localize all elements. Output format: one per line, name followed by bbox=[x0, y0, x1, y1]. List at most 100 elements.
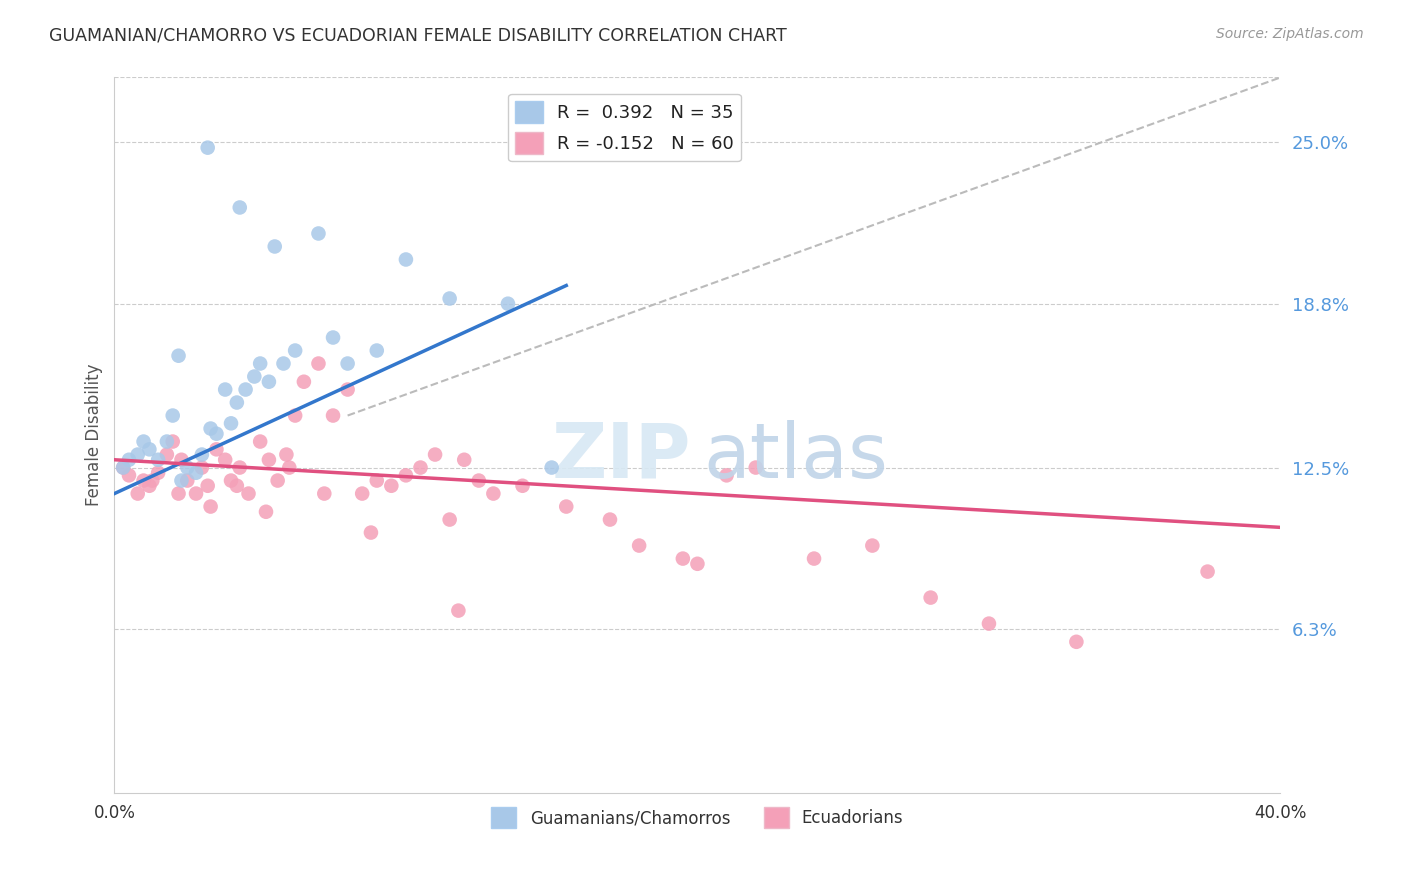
Point bbox=[118, 452, 141, 467]
Point bbox=[156, 434, 179, 449]
Point bbox=[1197, 565, 1219, 579]
Point bbox=[118, 468, 141, 483]
Point bbox=[112, 460, 135, 475]
Point bbox=[219, 474, 242, 488]
Point bbox=[197, 141, 219, 155]
Point bbox=[197, 479, 219, 493]
Point bbox=[686, 557, 709, 571]
Point bbox=[314, 486, 336, 500]
Point bbox=[156, 448, 179, 462]
Point bbox=[360, 525, 382, 540]
Point bbox=[409, 460, 432, 475]
Point bbox=[482, 486, 505, 500]
Point bbox=[439, 292, 461, 306]
Point bbox=[141, 474, 163, 488]
Point bbox=[138, 479, 160, 493]
Point bbox=[336, 357, 359, 371]
Point bbox=[628, 539, 651, 553]
Point bbox=[132, 434, 155, 449]
Point bbox=[860, 539, 883, 553]
Point bbox=[284, 343, 307, 358]
Point bbox=[200, 500, 222, 514]
Point bbox=[322, 330, 344, 344]
Point bbox=[170, 452, 193, 467]
Point bbox=[1066, 635, 1088, 649]
Point bbox=[146, 466, 169, 480]
Point bbox=[184, 466, 207, 480]
Point bbox=[292, 375, 315, 389]
Point bbox=[395, 468, 418, 483]
Point bbox=[439, 512, 461, 526]
Point bbox=[225, 395, 247, 409]
Point bbox=[249, 357, 271, 371]
Point bbox=[977, 616, 1000, 631]
Point bbox=[468, 474, 491, 488]
Point bbox=[214, 452, 236, 467]
Point bbox=[225, 479, 247, 493]
Point bbox=[278, 460, 301, 475]
Point bbox=[395, 252, 418, 267]
Point bbox=[229, 460, 252, 475]
Point bbox=[162, 434, 184, 449]
Point bbox=[200, 421, 222, 435]
Point bbox=[266, 474, 288, 488]
Point bbox=[249, 434, 271, 449]
Point bbox=[112, 460, 135, 475]
Point bbox=[176, 474, 198, 488]
Point bbox=[745, 460, 768, 475]
Point bbox=[170, 474, 193, 488]
Point bbox=[716, 468, 738, 483]
Point bbox=[191, 448, 214, 462]
Point bbox=[496, 296, 519, 310]
Point bbox=[512, 479, 534, 493]
Point bbox=[146, 452, 169, 467]
Point bbox=[127, 448, 149, 462]
Point bbox=[322, 409, 344, 423]
Point bbox=[254, 505, 277, 519]
Point bbox=[205, 426, 228, 441]
Point bbox=[920, 591, 942, 605]
Text: ZIP: ZIP bbox=[553, 419, 692, 493]
Point bbox=[138, 442, 160, 457]
Point bbox=[243, 369, 266, 384]
Point bbox=[380, 479, 402, 493]
Point bbox=[162, 409, 184, 423]
Text: Source: ZipAtlas.com: Source: ZipAtlas.com bbox=[1216, 27, 1364, 41]
Point bbox=[803, 551, 825, 566]
Point bbox=[273, 357, 295, 371]
Point bbox=[284, 409, 307, 423]
Point bbox=[540, 460, 562, 475]
Point bbox=[167, 349, 190, 363]
Point bbox=[235, 383, 257, 397]
Point bbox=[191, 460, 214, 475]
Text: GUAMANIAN/CHAMORRO VS ECUADORIAN FEMALE DISABILITY CORRELATION CHART: GUAMANIAN/CHAMORRO VS ECUADORIAN FEMALE … bbox=[49, 27, 787, 45]
Point bbox=[257, 452, 280, 467]
Point bbox=[599, 512, 621, 526]
Point bbox=[308, 227, 330, 241]
Point bbox=[205, 442, 228, 457]
Point bbox=[238, 486, 260, 500]
Point bbox=[308, 357, 330, 371]
Point bbox=[127, 486, 149, 500]
Point bbox=[366, 474, 388, 488]
Legend: Guamanians/Chamorros, Ecuadorians: Guamanians/Chamorros, Ecuadorians bbox=[485, 801, 910, 834]
Point bbox=[453, 452, 475, 467]
Point bbox=[214, 383, 236, 397]
Point bbox=[229, 201, 252, 215]
Point bbox=[176, 460, 198, 475]
Point bbox=[276, 448, 298, 462]
Point bbox=[167, 486, 190, 500]
Text: atlas: atlas bbox=[703, 419, 889, 493]
Point bbox=[219, 417, 242, 431]
Point bbox=[263, 239, 285, 253]
Point bbox=[336, 383, 359, 397]
Point bbox=[132, 474, 155, 488]
Point bbox=[184, 486, 207, 500]
Point bbox=[672, 551, 695, 566]
Point bbox=[257, 375, 280, 389]
Point bbox=[366, 343, 388, 358]
Point bbox=[447, 604, 470, 618]
Y-axis label: Female Disability: Female Disability bbox=[86, 364, 103, 507]
Point bbox=[555, 500, 578, 514]
Point bbox=[352, 486, 374, 500]
